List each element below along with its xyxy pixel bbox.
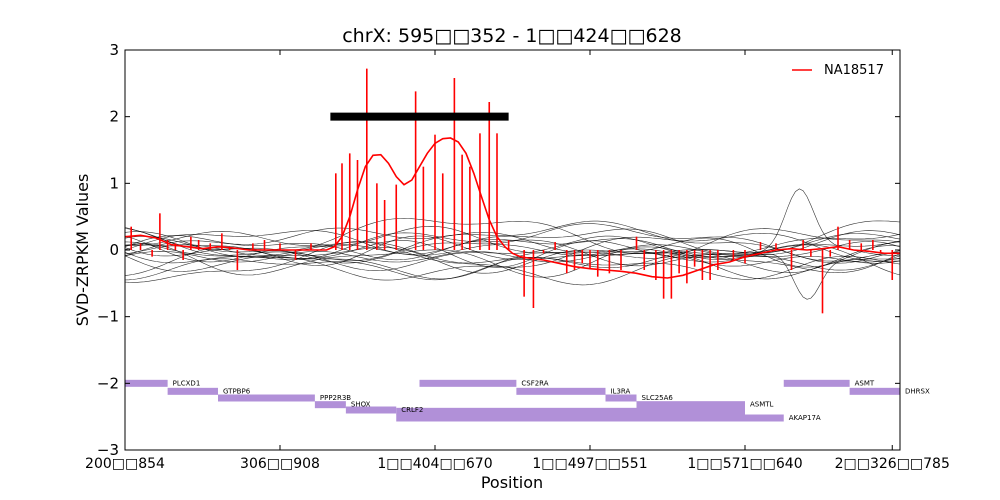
y-tick-label: 3	[109, 41, 119, 59]
y-tick-label: 1	[109, 174, 119, 192]
background-series-line	[124, 227, 901, 267]
background-series-line	[124, 250, 901, 300]
gene-label: PPP2R3B	[320, 394, 351, 402]
x-tick-label: 200□□854	[85, 456, 165, 472]
gene-bar	[345, 406, 397, 414]
y-tick-label: 0	[109, 241, 119, 259]
y-tick-label: −3	[97, 441, 119, 459]
x-tick-label: 1□□571□□640	[687, 456, 802, 472]
x-axis-label: Position	[481, 473, 543, 492]
gene-label: ASMTL	[750, 401, 774, 409]
gene-bar	[516, 387, 606, 395]
gene-label: AKAP17A	[789, 414, 821, 422]
background-series-line	[124, 220, 901, 264]
gene-label: ASMT	[855, 379, 875, 387]
gene-bar	[314, 401, 346, 409]
x-tick-label: 1□□497□□551	[532, 456, 647, 472]
gene-label: GTPBP6	[223, 387, 251, 395]
gene-bar	[605, 394, 637, 402]
background-series-line	[124, 218, 901, 257]
y-axis-label: SVD-ZRPKM Values	[73, 174, 92, 327]
background-series-line	[124, 240, 901, 268]
background-series-line	[124, 241, 901, 286]
gene-label: CRLF2	[401, 406, 423, 414]
gene-label: PLCXD1	[173, 379, 201, 387]
gene-bar	[636, 406, 745, 414]
legend-label: NA18517	[824, 63, 884, 78]
x-tick-label: 2□□326□□785	[835, 456, 950, 472]
gene-label: IL3RA	[611, 387, 631, 395]
background-series-line	[124, 243, 901, 278]
gene-bar	[783, 379, 850, 387]
gene-label: SHOX	[351, 401, 371, 409]
gene-bar	[396, 407, 745, 415]
gene-bar	[218, 394, 315, 402]
legend: NA18517	[792, 63, 884, 78]
gene-bar	[636, 401, 745, 409]
background-series-line	[124, 247, 901, 280]
x-tick-label: 1□□404□□670	[377, 456, 492, 472]
y-tick-label: 2	[109, 108, 119, 126]
gene-bar	[396, 414, 784, 422]
gene-bar	[419, 379, 517, 387]
gene-label: DHRSX	[905, 387, 930, 395]
sample-smooth-line	[124, 137, 900, 279]
gene-bar	[849, 387, 900, 395]
gene-label: CSF2RA	[521, 379, 548, 387]
background-series-line	[124, 225, 901, 263]
gene-bar	[125, 379, 168, 387]
y-tick-label: −1	[97, 308, 119, 326]
background-series-line	[124, 188, 901, 256]
gene-label: SLC25A6	[642, 394, 674, 402]
background-series-line	[124, 255, 901, 281]
y-tick-label: −2	[97, 374, 119, 392]
gene-bar	[167, 387, 218, 395]
background-series-line	[124, 231, 900, 281]
chart-title: chrX: 595□□352 - 1□□424□□628	[342, 25, 682, 47]
x-tick-label: 306□□908	[240, 456, 320, 472]
